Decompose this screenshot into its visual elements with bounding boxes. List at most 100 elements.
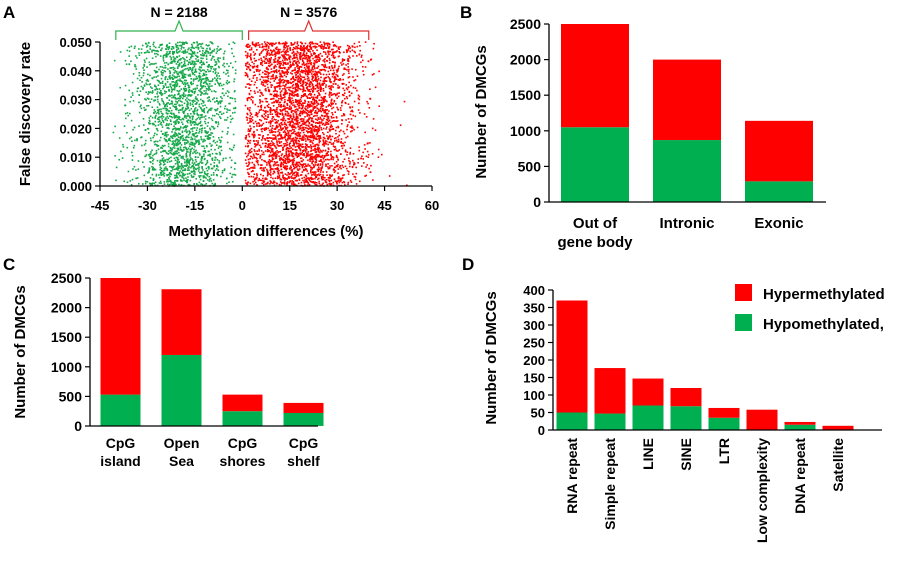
data-point (288, 143, 291, 146)
data-point (261, 114, 263, 117)
data-point (264, 73, 266, 75)
data-point (298, 70, 300, 72)
data-point (184, 59, 186, 61)
data-point (315, 153, 318, 156)
data-point (311, 132, 314, 134)
data-point (304, 94, 307, 96)
data-point (328, 66, 331, 68)
data-point (181, 130, 184, 133)
data-point (168, 160, 171, 163)
data-point (307, 146, 309, 148)
data-point (205, 173, 207, 176)
data-point (253, 180, 256, 182)
data-point (316, 131, 319, 134)
data-point (316, 133, 319, 135)
data-point (358, 102, 360, 105)
data-point (168, 123, 170, 125)
data-point (199, 128, 201, 130)
data-point (253, 183, 255, 185)
data-point (206, 137, 209, 140)
data-point (286, 110, 289, 113)
data-point (172, 78, 174, 80)
data-point (321, 183, 324, 186)
data-point (168, 76, 170, 78)
data-point (179, 154, 181, 157)
data-point (159, 55, 162, 57)
data-point (179, 126, 182, 128)
data-point (253, 43, 255, 46)
data-point (201, 69, 204, 71)
data-point (162, 58, 165, 60)
data-point (145, 51, 147, 54)
data-point (130, 45, 133, 48)
data-point (257, 163, 260, 166)
data-point (278, 79, 280, 81)
data-point (151, 106, 154, 108)
data-point (176, 82, 179, 85)
data-point (170, 173, 172, 175)
data-point (198, 141, 200, 144)
data-point (194, 103, 197, 105)
data-point (278, 105, 280, 108)
data-point (271, 52, 273, 54)
data-point (178, 173, 180, 175)
data-point (175, 139, 177, 141)
data-point (312, 88, 315, 90)
data-point (318, 154, 320, 156)
data-point (131, 140, 133, 142)
data-point (178, 55, 181, 57)
data-point (223, 169, 226, 172)
data-point (166, 152, 168, 155)
data-point (153, 111, 155, 114)
data-point (134, 45, 136, 48)
data-point (181, 104, 183, 106)
data-point (328, 43, 330, 45)
data-point (182, 92, 185, 94)
data-point (370, 58, 373, 61)
data-point (167, 180, 170, 183)
data-point (200, 160, 203, 162)
data-point (317, 56, 320, 58)
data-point (347, 76, 350, 79)
data-point (310, 73, 313, 75)
data-point (196, 46, 198, 49)
data-point (216, 109, 218, 111)
data-point (210, 148, 213, 151)
data-point (159, 171, 162, 174)
data-point (321, 123, 324, 126)
data-point (264, 97, 267, 100)
data-point (156, 98, 159, 101)
data-point (161, 80, 164, 83)
data-point (212, 136, 215, 138)
data-point (329, 135, 332, 138)
data-point (175, 168, 178, 170)
data-point (214, 77, 216, 79)
data-point (254, 45, 257, 48)
data-point (219, 153, 221, 156)
data-point (291, 118, 294, 120)
data-point (249, 149, 251, 151)
data-point (328, 103, 330, 106)
data-point (164, 67, 167, 69)
data-point (308, 57, 311, 60)
data-point (165, 140, 167, 142)
data-point (216, 140, 219, 143)
data-point (193, 110, 196, 112)
data-point (154, 84, 156, 87)
data-point (173, 51, 175, 53)
data-point (158, 46, 160, 49)
data-point (149, 45, 151, 48)
data-point (250, 113, 253, 115)
data-point (173, 147, 176, 149)
data-point (319, 137, 322, 139)
data-point (316, 138, 318, 140)
data-point (170, 120, 172, 123)
data-point (316, 168, 319, 171)
data-point (323, 46, 325, 48)
data-point (316, 90, 319, 93)
data-point (374, 129, 377, 131)
data-point (308, 65, 310, 67)
data-point (335, 150, 338, 152)
data-point (162, 74, 164, 77)
data-point (345, 136, 347, 139)
